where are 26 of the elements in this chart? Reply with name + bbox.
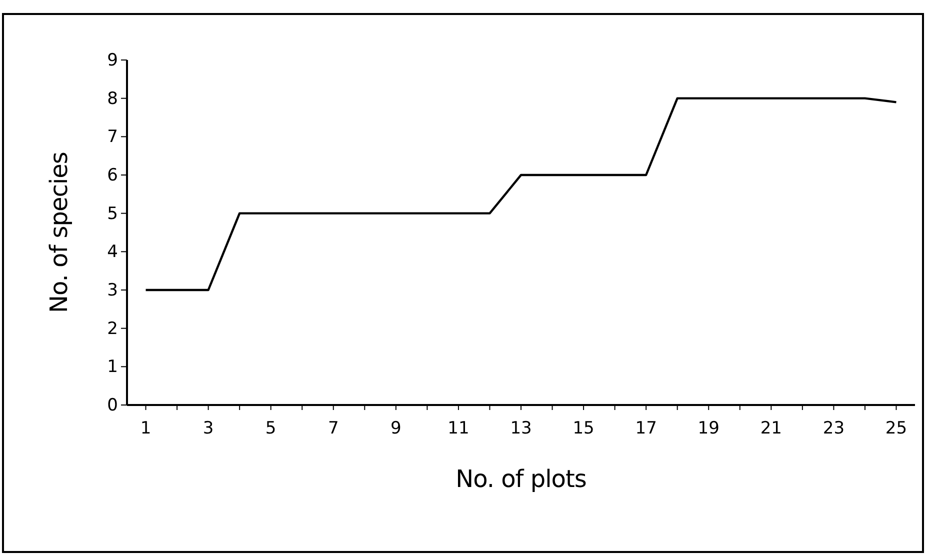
x-tick-label: 7 xyxy=(328,418,339,438)
x-tick-label: 13 xyxy=(510,418,532,438)
x-tick-label: 1 xyxy=(140,418,152,438)
x-tick-label: 15 xyxy=(572,418,594,438)
x-tick-label: 21 xyxy=(760,418,782,438)
x-tick-label: 5 xyxy=(265,418,276,438)
x-tick-label: 3 xyxy=(202,418,214,438)
x-tick-label: 9 xyxy=(390,418,402,438)
x-tick-label: 11 xyxy=(448,418,470,438)
y-tick-label: 0 xyxy=(107,395,118,416)
x-tick-label: 17 xyxy=(635,418,657,438)
y-tick-label: 1 xyxy=(107,357,118,378)
y-tick-label: 4 xyxy=(107,242,118,262)
y-axis-title: No. of species xyxy=(45,152,73,313)
x-tick-label: 19 xyxy=(698,418,720,438)
x-axis-title: No. of plots xyxy=(456,465,586,493)
y-tick-label: 6 xyxy=(107,165,118,186)
line-series xyxy=(144,97,898,292)
y-tick-label: 3 xyxy=(107,280,118,300)
y-tick-label: 9 xyxy=(107,50,118,70)
y-tick-label: 2 xyxy=(107,318,118,339)
y-tick-label: 7 xyxy=(107,127,118,148)
y-tick-label: 8 xyxy=(107,88,118,109)
x-tick-label: 25 xyxy=(885,418,908,438)
x-tick-label: 23 xyxy=(822,418,845,438)
y-tick-label: 5 xyxy=(107,204,118,224)
